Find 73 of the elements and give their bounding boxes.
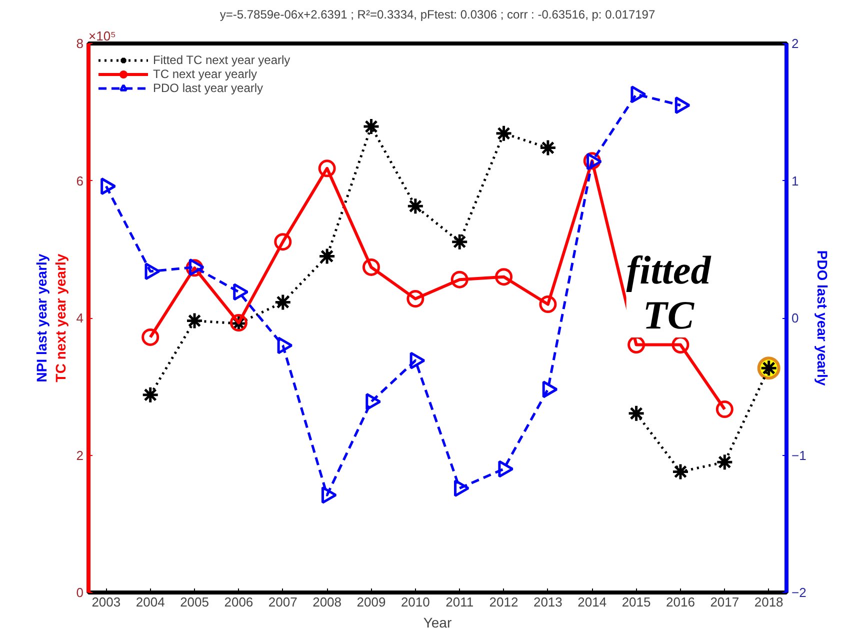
x-tick-label: 2012 [489, 594, 518, 610]
point [144, 262, 160, 280]
point [100, 177, 116, 195]
y2-tick-label: −2 [792, 585, 806, 600]
x-tick-label: 2014 [578, 594, 607, 610]
point [495, 268, 513, 286]
point [716, 400, 734, 418]
point [539, 296, 557, 314]
y-tick-label: 8 [76, 36, 84, 51]
y2-tick-label: −1 [792, 448, 806, 463]
point [630, 86, 646, 104]
annotation: fitted TC [626, 248, 712, 338]
legend-label: TC next year yearly [153, 67, 258, 81]
point [318, 160, 336, 178]
point [450, 270, 468, 288]
point [450, 233, 468, 251]
y2-tick-label: 0 [792, 310, 799, 326]
annotation: ×10⁵ [88, 28, 116, 44]
point [274, 293, 292, 311]
point [674, 96, 690, 114]
y-tick-label: 0 [76, 585, 84, 600]
point [277, 336, 293, 354]
x-tick-label: 2008 [312, 594, 342, 610]
point [362, 118, 380, 136]
text: NPI last year yearly [34, 254, 50, 382]
point [406, 197, 424, 215]
y-tick-label: 2 [76, 448, 84, 463]
point [321, 486, 337, 504]
y2-tick-label: 2 [792, 36, 799, 51]
chart-title: y=-5.7859e-06x+2.6391 ; R²=0.3334, pFtest: 0.0306 ; corr : -0.63516, p: 0.017197 [220, 8, 656, 22]
x-tick-label: 2005 [180, 594, 209, 610]
point [628, 404, 646, 422]
point [410, 352, 426, 370]
point [586, 152, 602, 170]
point [542, 380, 558, 398]
y2-tick-label: 1 [792, 173, 799, 188]
x-tick-label: 2009 [356, 594, 386, 610]
y-tick-label: 6 [76, 173, 84, 188]
point [406, 290, 424, 308]
point [274, 233, 292, 251]
point [366, 392, 382, 410]
point [716, 453, 734, 471]
x-axis-title: Year [423, 614, 452, 630]
x-tick-label: 2018 [754, 594, 784, 610]
point [318, 247, 336, 265]
point [188, 258, 204, 276]
point [628, 336, 646, 354]
x-tick-label: 2007 [268, 594, 298, 610]
x-tick-label: 2003 [92, 594, 121, 610]
point [539, 139, 557, 157]
x-tick-label: 2017 [710, 594, 740, 610]
point [142, 386, 160, 404]
y-tick-label: 4 [76, 310, 84, 326]
point [498, 460, 514, 478]
legend-label: PDO last year yearly [153, 81, 264, 95]
point [672, 336, 690, 354]
x-tick-label: 2013 [533, 594, 562, 610]
point [672, 462, 690, 480]
x-tick-label: 2011 [446, 594, 474, 610]
point [454, 479, 470, 497]
y-axis-title: TC next year yearly [52, 254, 68, 382]
point [362, 258, 380, 276]
y2-axis-title: PDO last year yearly [814, 250, 830, 386]
point [186, 312, 204, 330]
x-tick-label: 2015 [622, 594, 651, 610]
x-tick-label: 2010 [400, 594, 430, 610]
x-tick-label: 2004 [136, 594, 165, 610]
point [142, 328, 160, 346]
x-tick-label: 2016 [666, 594, 695, 610]
point [495, 124, 513, 142]
x-tick-label: 2006 [224, 594, 254, 610]
legend-label: Fitted TC next year yearly [153, 53, 290, 67]
point [233, 283, 249, 301]
